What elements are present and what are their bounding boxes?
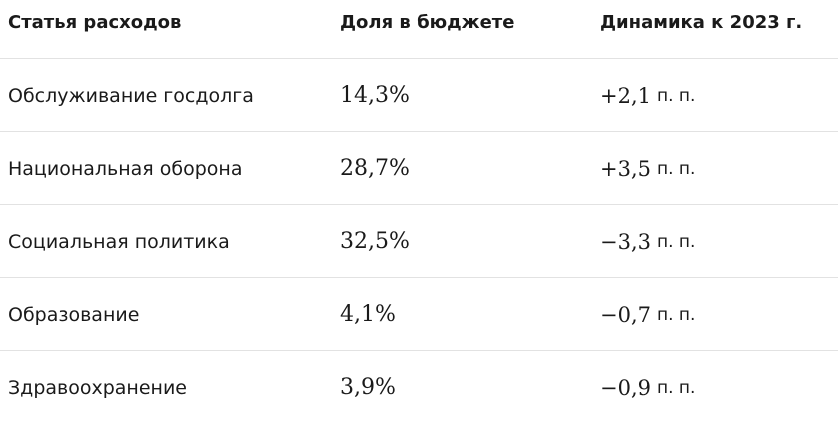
expense-item: Социальная политика — [8, 230, 230, 253]
change-unit: п. п. — [657, 304, 696, 325]
column-header: Доля в бюджете — [340, 11, 515, 33]
change-cell: +3,5 п. п. — [600, 132, 695, 205]
change-value: +2,1 — [600, 83, 651, 108]
budget-share: 4,1% — [340, 302, 396, 327]
row-divider — [0, 350, 838, 351]
row-divider — [0, 131, 838, 132]
change-unit: п. п. — [657, 158, 696, 179]
change-cell: −3,3 п. п. — [600, 205, 695, 278]
change-value: +3,5 — [600, 156, 651, 181]
row-divider — [0, 58, 838, 59]
change-cell: −0,7 п. п. — [600, 278, 695, 351]
row-divider — [0, 204, 838, 205]
row-divider — [0, 277, 838, 278]
table-row: Национальная оборона 28,7% +3,5 п. п. — [0, 132, 838, 205]
change-value: −3,3 — [600, 229, 651, 254]
column-header: Статья расходов — [8, 11, 182, 33]
expense-item: Здравоохранение — [8, 376, 187, 399]
expense-item: Образование — [8, 303, 140, 326]
change-value: −0,7 — [600, 302, 651, 327]
table-row: Социальная политика 32,5% −3,3 п. п. — [0, 205, 838, 278]
budget-share: 3,9% — [340, 375, 396, 400]
budget-share: 14,3% — [340, 83, 410, 108]
change-unit: п. п. — [657, 231, 696, 252]
header-row: Статья расходов Доля в бюджете Динамика к … — [0, 0, 838, 58]
table-row: Обслуживание госдолга 14,3% +2,1 п. п. — [0, 59, 838, 132]
budget-share: 28,7% — [340, 156, 410, 181]
table-row: Здравоохранение 3,9% −0,9 п. п. — [0, 351, 838, 424]
table-row: Образование 4,1% −0,7 п. п. — [0, 278, 838, 351]
expense-item: Обслуживание госдолга — [8, 84, 254, 107]
change-cell: +2,1 п. п. — [600, 59, 695, 132]
column-header: Динамика к 2023 г. — [600, 11, 803, 33]
change-unit: п. п. — [657, 85, 696, 106]
change-unit: п. п. — [657, 377, 696, 398]
change-value: −0,9 — [600, 375, 651, 400]
budget-share: 32,5% — [340, 229, 410, 254]
change-cell: −0,9 п. п. — [600, 351, 695, 424]
expense-item: Национальная оборона — [8, 157, 243, 180]
